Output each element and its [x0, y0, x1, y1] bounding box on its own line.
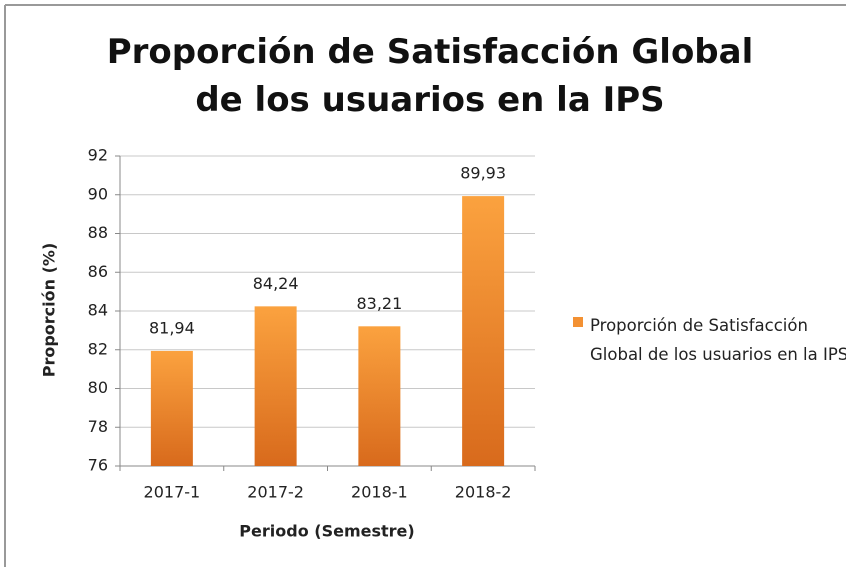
- y-tick-label: 80: [88, 378, 108, 397]
- y-axis-label: Proporción (%): [40, 243, 59, 378]
- y-tick-label: 84: [88, 301, 108, 320]
- y-tick-label: 76: [88, 456, 108, 475]
- y-tick-label: 78: [88, 417, 108, 436]
- data-label: 84,24: [253, 274, 299, 293]
- x-tick-label: 2018-1: [351, 483, 408, 502]
- x-axis-label: Periodo (Semestre): [239, 522, 414, 541]
- y-tick-label: 88: [88, 223, 108, 242]
- legend-label: Proporción de Satisfacción Global de los…: [590, 316, 846, 364]
- bar: [358, 326, 401, 466]
- x-tick-label: 2018-2: [455, 483, 512, 502]
- y-tick-label: 86: [88, 262, 108, 281]
- x-tick-label: 2017-1: [144, 483, 201, 502]
- legend-swatch: [573, 317, 583, 327]
- y-tick-label: 90: [88, 184, 108, 203]
- data-label: 81,94: [149, 318, 195, 337]
- y-tick-label: 82: [88, 339, 108, 358]
- y-tick-label: 92: [88, 146, 108, 165]
- chart-title: Proporción de Satisfacción Global de los…: [106, 32, 754, 120]
- data-label: 89,93: [460, 164, 506, 183]
- bar: [150, 350, 193, 466]
- data-label: 83,21: [356, 294, 402, 313]
- bar: [462, 196, 505, 466]
- bar: [254, 306, 297, 466]
- x-tick-label: 2017-2: [247, 483, 304, 502]
